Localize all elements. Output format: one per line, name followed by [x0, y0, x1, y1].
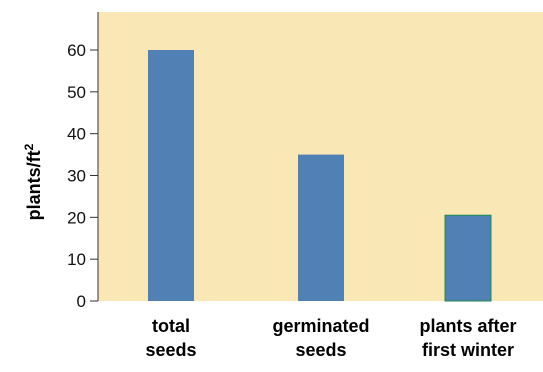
- category-label-line: plants after: [419, 316, 516, 336]
- y-axis-title-superscript: 2: [22, 143, 36, 150]
- bar: [444, 214, 492, 302]
- y-tick-label: 60: [67, 41, 86, 60]
- category-label-line: seeds: [145, 340, 196, 360]
- category-label-line: total: [152, 316, 190, 336]
- category-label: total seeds: [145, 316, 196, 360]
- bar: [298, 154, 344, 301]
- category-label: germinated seeds: [272, 316, 369, 360]
- y-tick-label: 0: [77, 292, 86, 311]
- category-label-line: first winter: [422, 340, 514, 360]
- category-label: plants after first winter: [419, 316, 516, 360]
- category-label-line: seeds: [295, 340, 346, 360]
- bars: [148, 50, 492, 302]
- y-axis-title-text: plants/ft: [24, 150, 44, 220]
- y-tick-label: 40: [67, 125, 86, 144]
- y-tick-label: 20: [67, 208, 86, 227]
- y-tick-label: 30: [67, 167, 86, 186]
- y-tick-label: 50: [67, 83, 86, 102]
- bar: [148, 50, 194, 301]
- y-tick-label: 10: [67, 250, 86, 269]
- category-labels: total seeds germinated seeds plants after fir…: [145, 316, 516, 360]
- y-axis-title: plants/ft2: [22, 143, 44, 220]
- y-axis-ticks: 0 10 20 30 40 50 60: [67, 41, 98, 311]
- category-label-line: germinated: [272, 316, 369, 336]
